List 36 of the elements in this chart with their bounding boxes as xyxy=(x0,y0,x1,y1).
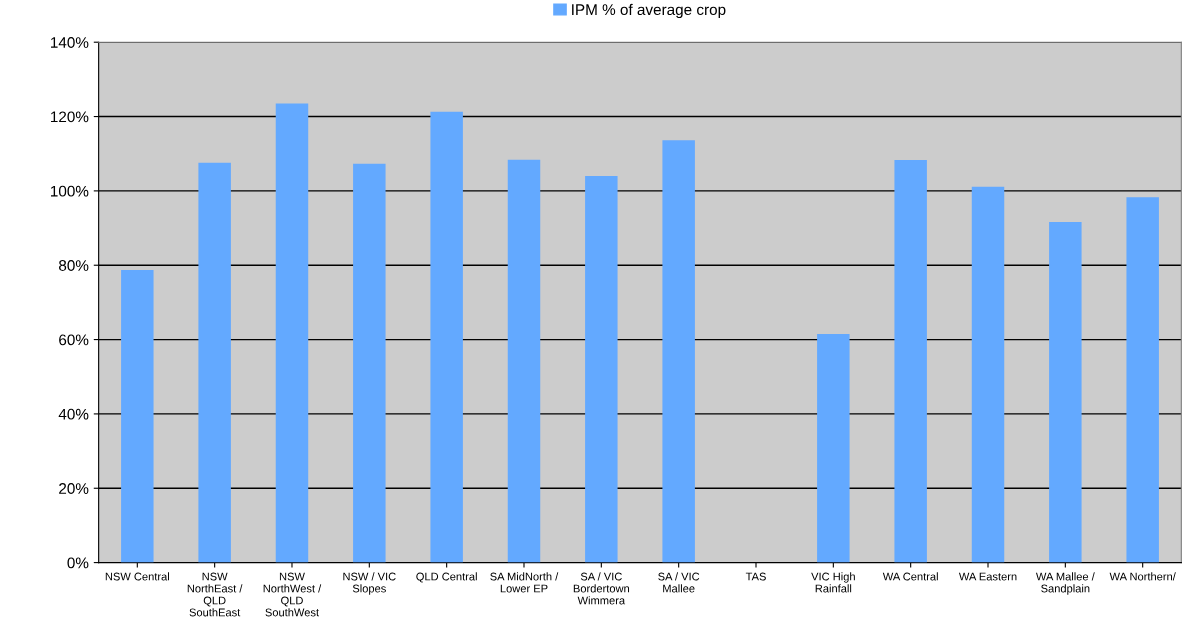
y-tick-label: 100% xyxy=(51,185,89,197)
bar xyxy=(817,333,850,563)
x-tick-label: NSW NorthWest / QLD SouthWest xyxy=(263,572,322,617)
x-tick-label: QLD Central xyxy=(416,572,477,583)
y-tick-label: 120% xyxy=(51,111,89,123)
bar xyxy=(894,160,927,563)
bar xyxy=(198,162,231,563)
x-tick-label: NSW Central xyxy=(105,572,169,581)
x-tick-label: WA Mallee / Sandplain xyxy=(1035,572,1095,595)
bar xyxy=(585,176,618,563)
y-tick-label: 80% xyxy=(59,260,89,271)
y-tick-label: 40% xyxy=(58,408,89,420)
bar xyxy=(430,111,463,563)
bar xyxy=(662,140,695,563)
legend-label: IPM % of average crop xyxy=(572,3,726,19)
x-tick-label: WA Central xyxy=(882,572,938,581)
x-tick-label: NSW NorthEast / QLD SouthEast xyxy=(187,572,243,617)
x-tick-label: TAS xyxy=(745,572,766,581)
y-tick-label: 0% xyxy=(67,557,89,569)
x-tick-label: SA / VIC Bordertown Wimmera xyxy=(573,572,630,605)
x-tick-label: WA Eastern xyxy=(958,572,1017,581)
x-tick-label: WA Northern/ xyxy=(1109,572,1176,581)
bar xyxy=(1049,222,1082,563)
x-tick-label: NSW / VIC Slopes xyxy=(343,572,396,595)
bar xyxy=(971,186,1005,563)
x-tick-label: SA / VIC Mallee xyxy=(658,572,700,593)
bar xyxy=(275,103,309,563)
y-tick-label: 140% xyxy=(51,37,89,48)
bar xyxy=(121,270,154,563)
bar xyxy=(353,163,386,563)
x-tick-label: VIC High Rainfall xyxy=(811,572,855,593)
bar xyxy=(1126,197,1159,563)
y-tick-label: 20% xyxy=(59,483,89,494)
x-tick-label: SA MidNorth / Lower EP xyxy=(490,572,559,593)
y-tick-label: 60% xyxy=(59,334,89,346)
bar xyxy=(507,159,541,563)
